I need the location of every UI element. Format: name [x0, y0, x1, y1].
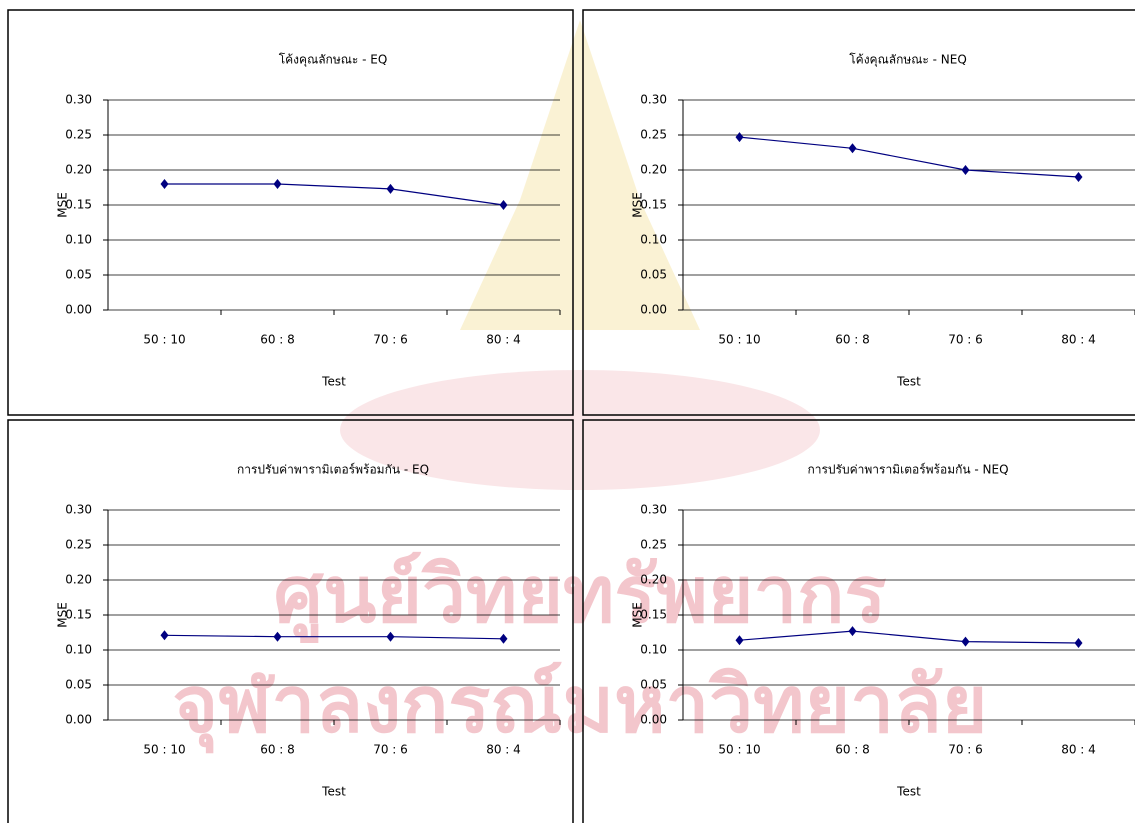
y-tick-label: 0.20: [65, 163, 92, 177]
chart-title: การปรับค่าพารามิเตอร์พร้อมกัน - NEQ: [807, 463, 1008, 477]
series-line: [165, 184, 504, 205]
panel-border: [8, 10, 573, 415]
y-tick-label: 0.05: [65, 678, 92, 692]
y-tick-label: 0.25: [640, 128, 667, 142]
y-tick-label: 0.25: [65, 538, 92, 552]
x-axis-label: Test: [321, 375, 346, 389]
x-tick-label: 50 : 10: [143, 333, 185, 347]
chart-title: โค้งคุณลักษณะ - NEQ: [849, 53, 967, 68]
x-tick-label: 50 : 10: [143, 743, 185, 757]
data-point: [161, 630, 169, 640]
y-axis-label: MSE: [56, 602, 70, 628]
page: ศูนย์วิทยทรัพยากร จุฬาลงกรณ์มหาวิทยาลัย …: [0, 0, 1135, 823]
data-point: [1075, 172, 1083, 182]
y-axis-label: MSE: [56, 192, 70, 218]
x-tick-label: 70 : 6: [373, 743, 408, 757]
y-tick-label: 0.25: [640, 538, 667, 552]
x-tick-label: 60 : 8: [260, 333, 295, 347]
y-tick-label: 0.00: [65, 713, 92, 727]
x-tick-label: 70 : 6: [948, 333, 983, 347]
y-tick-label: 0.20: [640, 573, 667, 587]
watermark: ศูนย์วิทยทรัพยากร จุฬาลงกรณ์มหาวิทยาลัย: [172, 20, 987, 753]
x-tick-label: 50 : 10: [718, 333, 760, 347]
y-axis-label: MSE: [631, 602, 645, 628]
chart: โค้งคุณลักษณะ - NEQ0.000.050.100.150.200…: [583, 10, 1135, 415]
data-point: [500, 200, 508, 210]
y-tick-label: 0.10: [640, 643, 667, 657]
data-point: [161, 179, 169, 189]
x-tick-label: 80 : 4: [486, 333, 521, 347]
chart-title: โค้งคุณลักษณะ - EQ: [279, 53, 388, 68]
data-point: [1075, 638, 1083, 648]
x-tick-label: 70 : 6: [373, 333, 408, 347]
data-point: [962, 165, 970, 175]
y-tick-label: 0.05: [640, 678, 667, 692]
y-tick-label: 0.25: [65, 128, 92, 142]
x-tick-label: 80 : 4: [1061, 743, 1096, 757]
x-tick-label: 70 : 6: [948, 743, 983, 757]
y-tick-label: 0.00: [65, 303, 92, 317]
x-axis-label: Test: [896, 375, 921, 389]
watermark-text: จุฬาลงกรณ์มหาวิทยาลัย: [172, 660, 987, 753]
y-tick-label: 0.30: [640, 93, 667, 107]
x-tick-label: 80 : 4: [486, 743, 521, 757]
x-tick-label: 60 : 8: [835, 333, 870, 347]
y-axis-label: MSE: [631, 192, 645, 218]
y-tick-label: 0.10: [640, 233, 667, 247]
y-tick-label: 0.05: [65, 268, 92, 282]
x-axis-label: Test: [321, 785, 346, 799]
y-tick-label: 0.10: [65, 643, 92, 657]
data-point: [962, 637, 970, 647]
data-point: [849, 143, 857, 153]
y-tick-label: 0.20: [65, 573, 92, 587]
y-tick-label: 0.00: [640, 303, 667, 317]
x-tick-label: 50 : 10: [718, 743, 760, 757]
chart: โค้งคุณลักษณะ - EQ0.000.050.100.150.200.…: [8, 10, 573, 415]
x-tick-label: 60 : 8: [835, 743, 870, 757]
y-tick-label: 0.20: [640, 163, 667, 177]
chart-title: การปรับค่าพารามิเตอร์พร้อมกัน - EQ: [237, 463, 429, 477]
data-point: [736, 132, 744, 142]
y-tick-label: 0.30: [65, 93, 92, 107]
data-point: [274, 179, 282, 189]
watermark-text: ศูนย์วิทยทรัพยากร: [274, 550, 887, 643]
y-tick-label: 0.10: [65, 233, 92, 247]
x-tick-label: 60 : 8: [260, 743, 295, 757]
data-point: [387, 184, 395, 194]
y-tick-label: 0.00: [640, 713, 667, 727]
x-tick-label: 80 : 4: [1061, 333, 1096, 347]
x-axis-label: Test: [896, 785, 921, 799]
y-tick-label: 0.30: [640, 503, 667, 517]
series-line: [740, 137, 1079, 177]
panel-border: [583, 10, 1135, 415]
y-tick-label: 0.05: [640, 268, 667, 282]
y-tick-label: 0.30: [65, 503, 92, 517]
